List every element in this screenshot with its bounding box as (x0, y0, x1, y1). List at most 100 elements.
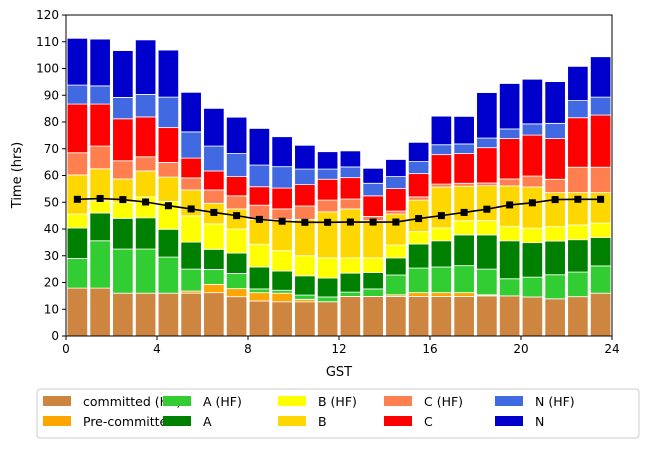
bar-segment-a-hf (225, 273, 248, 290)
bar-segment-a-hf (66, 258, 89, 289)
bar-segment-n-hf (271, 166, 293, 189)
bar-segment-a-hf (407, 267, 430, 294)
bar-segment-n-hf (157, 96, 180, 129)
bar-segment-n-hf (225, 153, 248, 177)
line-marker (324, 218, 332, 226)
bar-segment-n (567, 65, 589, 102)
legend: committed (HF) A (HF) B (HF) C (HF) N (HF) Pr… (36, 388, 640, 439)
bar-segment-n-hf (316, 168, 339, 180)
line-marker (551, 196, 559, 204)
bar-segment-c-hf (180, 177, 202, 191)
y-tick-label: 110 (36, 35, 59, 49)
bar-segment-c (589, 114, 612, 168)
line-marker (255, 215, 263, 223)
legend-label: Pre-committed (83, 414, 175, 429)
bar-segment-c (430, 154, 453, 185)
bar-segment-c (385, 188, 407, 212)
line-marker (506, 201, 514, 209)
y-axis-label: Time (hrs) (10, 142, 25, 209)
bar-segment-a (567, 239, 589, 273)
bar-segment-n (362, 167, 384, 184)
line-marker (96, 195, 104, 203)
bar-segment-n (225, 116, 248, 154)
bar-segment-a (498, 240, 521, 280)
legend-swatch (495, 416, 523, 426)
bar-segment-c-hf (567, 166, 589, 194)
bar-segment-b (157, 176, 180, 202)
bar-segment-a-hf (589, 265, 612, 294)
bar-segment-n (203, 107, 225, 147)
legend-item: Pre-committed (43, 414, 175, 429)
legend-swatch (43, 396, 71, 406)
line-marker (597, 195, 605, 203)
bar-segment-a-hf (498, 278, 521, 297)
line-marker (369, 218, 377, 226)
bar-segment-b (316, 211, 339, 259)
legend-label: A (HF) (203, 394, 242, 409)
bar-segment-c (339, 177, 362, 200)
bar-segment-b (248, 218, 271, 245)
bar-segment-n (271, 136, 293, 168)
line-marker (210, 208, 218, 216)
bar-segment-a (589, 237, 612, 267)
bar-segment-b (430, 186, 453, 229)
bar-segment-b-hf (453, 220, 475, 236)
legend-item: A (163, 414, 212, 429)
bar-segment-a-hf (544, 274, 566, 300)
bar-segment-c (225, 176, 248, 197)
bar-segment-n-hf (112, 96, 134, 120)
x-axis-label: GST (326, 365, 352, 380)
bar-segment-committed-hf (248, 300, 271, 337)
bar-segment-a (544, 240, 566, 276)
bar-segment-b-hf (89, 200, 111, 214)
bar-segment-c-hf (225, 195, 248, 210)
bar-segment-c (66, 103, 89, 154)
bar-segment-pre-committed (225, 288, 248, 298)
bar-segment-a (134, 217, 157, 250)
bar-segment-c (248, 186, 271, 206)
line-marker (164, 202, 172, 210)
bar-segment-a (203, 248, 225, 270)
bar-segment-a-hf (316, 296, 339, 303)
bar-segment-committed-hf (567, 296, 589, 337)
bar-segment-a-hf (476, 268, 498, 296)
bar-segment-n-hf (89, 85, 111, 105)
bar-segment-n-hf (385, 176, 407, 190)
bar-segment-n-hf (248, 164, 271, 188)
bar-segment-n (248, 128, 271, 166)
bar-segment-a (407, 243, 430, 269)
bar-segment-c (498, 138, 521, 180)
bar-segment-committed-hf (385, 296, 407, 337)
bar-segment-committed-hf (112, 292, 134, 337)
bar-segment-n-hf (339, 166, 362, 179)
y-axis: 0 10 20 30 40 50 60 70 80 90 100 110 120 (36, 8, 66, 343)
legend-item: C (HF) (384, 394, 463, 409)
bar-segment-b-hf (112, 201, 134, 219)
bar-segment-b-hf (407, 231, 430, 245)
bar-segment-b-hf (248, 243, 271, 268)
bar-segment-c (362, 195, 384, 217)
bar-segment-b-hf (203, 223, 225, 250)
legend-label: C (424, 414, 433, 429)
y-tick-label: 60 (44, 169, 59, 183)
bar-segment-n (112, 50, 134, 98)
bar-segment-a-hf (134, 248, 157, 294)
bar-segment-committed-hf (225, 296, 248, 337)
bar-segment-a (271, 270, 293, 291)
bar-segment-a (453, 234, 475, 267)
bar-segment-n (66, 37, 89, 86)
bar-segment-a (316, 277, 339, 298)
bar-segment-b-hf (225, 228, 248, 254)
bar-segment-c (157, 127, 180, 163)
bar-segment-a (89, 212, 111, 242)
bar-segment-b (521, 186, 544, 229)
bar-segment-b-hf (385, 244, 407, 259)
bar-segment-n (134, 39, 157, 95)
bar-segment-a-hf (271, 289, 293, 294)
bar-segment-n-hf (544, 122, 566, 139)
bar-segment-c (316, 178, 339, 201)
bar-segment-c (271, 187, 293, 210)
bar-segment-a (248, 266, 271, 290)
bar-segment-a (225, 252, 248, 274)
